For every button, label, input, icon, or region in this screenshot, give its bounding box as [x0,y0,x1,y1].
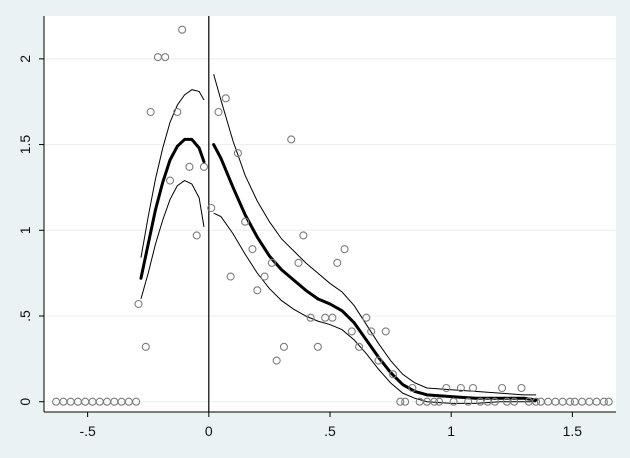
scatter-point-33 [272,356,281,365]
scatter-point-16 [161,53,170,62]
y-tick-label-1: .5 [17,310,33,322]
scatter-point-66 [498,383,507,393]
scatter-point-41 [328,313,337,322]
tick-labels: -.5 0 .5 1 1.5 0 .5 1 1.5 2 [17,55,582,439]
scatter-point-56 [430,397,439,406]
scatter-point-36 [294,258,303,267]
scatter-point-65 [490,397,499,406]
scatter-point-12 [134,299,143,309]
scatter-point-50 [388,370,398,379]
scatter-point-57 [435,397,444,406]
y-tick-label-3: 1.5 [17,135,33,155]
scatter-point-76 [565,397,574,406]
x-tick-label-2: .5 [324,423,336,439]
scatter-point-13 [141,342,150,351]
scatter-point-39 [313,342,322,351]
scatter-point-47 [367,327,376,336]
x-tick-label-4: 1.5 [563,423,583,439]
scatter-point-23 [207,203,216,213]
x-tick-label-1: 0 [205,423,213,439]
scatter-point-45 [355,342,364,351]
scatter-point-28 [241,217,250,226]
scatter-point-58 [442,383,451,393]
scatter-point-62 [468,383,478,393]
scatter-point-22 [199,162,209,171]
scatter-point-21 [192,231,201,240]
axes [39,16,616,417]
scatter-point-71 [531,397,541,406]
scatter-point-24 [214,107,223,117]
scatter-point-35 [287,135,296,144]
left-fit-line [139,137,206,280]
scatter-point-49 [381,327,390,336]
scatter-point-29 [248,245,257,254]
scatter-point-60 [456,383,465,393]
plot-area [44,16,616,412]
scatter-point-42 [333,258,342,267]
scatter-point-31 [260,272,269,281]
scatter-point-51 [396,397,405,406]
right-upper-ci-line [213,74,537,396]
scatter-point-53 [408,383,417,393]
scatter-point-17 [165,176,175,185]
scatter-point-69 [517,383,526,393]
scatter-point-68 [510,397,519,406]
scatter-point-18 [173,107,182,117]
scatter-point-44 [347,327,356,336]
scatter-point-38 [306,313,315,322]
left-lower-ci-line [140,179,205,299]
right-fit-line [212,143,538,402]
scatter-point-30 [253,286,262,295]
scatter-point-19 [178,25,187,34]
scatter-point-61 [464,397,473,406]
scatter-point-27 [233,149,242,158]
scatter-point-59 [449,397,458,406]
x-tick-label-0: -.5 [79,423,96,439]
scatter-point-34 [279,342,288,351]
scatter-point-82 [604,397,613,406]
scatter-point-14 [146,107,155,117]
scatter-point-48 [374,356,383,365]
scatter-point-43 [340,245,349,254]
scatter-point-52 [401,397,410,406]
fit-lines [139,74,538,404]
scatter-point-46 [362,313,371,322]
scatter-point-25 [221,94,230,103]
x-tick-label-3: 1 [447,423,455,439]
y-tick-label-4: 2 [17,55,33,63]
y-tick-label-0: 0 [17,398,33,406]
right-lower-ci-line [213,212,537,404]
y-tick-label-2: 1 [17,226,33,234]
scatter-point-32 [267,258,276,267]
scatter-points [52,25,613,406]
scatter-point-81 [599,397,608,406]
scatter-point-20 [185,162,194,171]
scatter-point-37 [299,231,308,240]
scatter-point-11 [132,397,141,406]
scatter-point-26 [226,272,235,281]
